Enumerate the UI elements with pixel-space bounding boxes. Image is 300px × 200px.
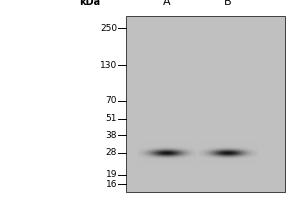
Text: 19: 19 <box>106 170 117 179</box>
Text: 70: 70 <box>106 96 117 105</box>
Text: 16: 16 <box>106 180 117 189</box>
Text: A: A <box>163 0 170 7</box>
Text: kDa: kDa <box>80 0 100 7</box>
Text: 250: 250 <box>100 24 117 33</box>
Text: 38: 38 <box>106 131 117 140</box>
Text: 28: 28 <box>106 148 117 157</box>
Text: B: B <box>224 0 232 7</box>
Bar <box>126 16 285 192</box>
Text: 51: 51 <box>106 114 117 123</box>
Text: 130: 130 <box>100 61 117 70</box>
